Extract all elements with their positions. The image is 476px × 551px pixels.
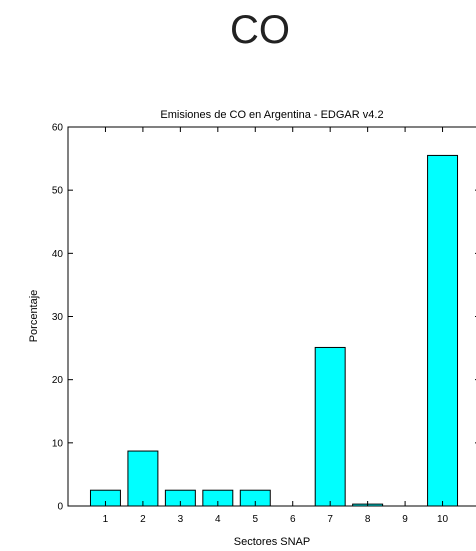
bar-sector-2	[127, 450, 159, 507]
y-tick-label: 50	[52, 186, 64, 197]
bars-group	[89, 154, 459, 507]
x-ticks-group: 1 2 3 4 5 6 7 8 9 10	[103, 127, 449, 525]
bar-sector-10	[427, 154, 459, 507]
chart-title: Emisiones de CO en Argentina - EDGAR v4.…	[160, 109, 383, 121]
page-heading: CO	[230, 8, 290, 52]
y-tick-label: 0	[57, 502, 63, 513]
bar-sector-7	[314, 346, 346, 507]
x-tick-label: 7	[327, 514, 333, 525]
y-tick-label: 40	[52, 249, 64, 260]
x-tick-label: 6	[290, 514, 296, 525]
x-tick-label: 8	[365, 514, 371, 525]
x-tick-label: 1	[103, 514, 109, 525]
y-tick-label: 10	[52, 438, 64, 449]
y-tick-label: 60	[52, 123, 64, 134]
plot-frame	[67, 126, 476, 507]
x-tick-label: 3	[178, 514, 184, 525]
x-tick-label: 4	[215, 514, 221, 525]
x-tick-label: 2	[140, 514, 146, 525]
x-tick-label: 5	[252, 514, 258, 525]
x-tick-label: 9	[402, 514, 408, 525]
x-tick-label: 10	[437, 514, 449, 525]
y-tick-label: 20	[52, 375, 64, 386]
x-axis-label: Sectores SNAP	[234, 536, 310, 548]
y-tick-label: 30	[52, 312, 64, 323]
y-axis-label: Porcentaje	[28, 290, 40, 343]
y-ticks-group: 0 10 20 30 40 50 60	[52, 123, 476, 513]
